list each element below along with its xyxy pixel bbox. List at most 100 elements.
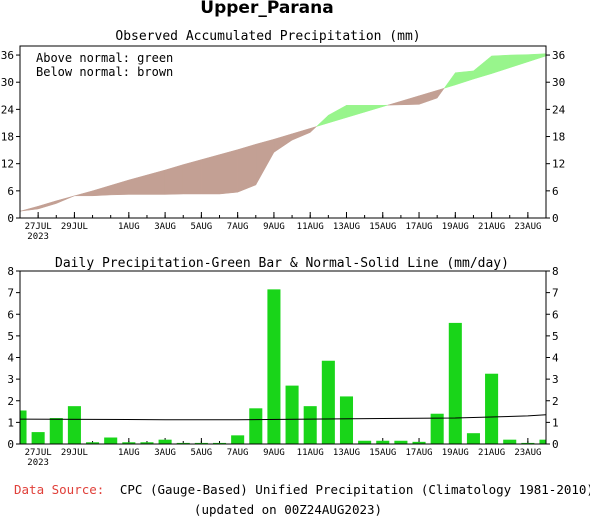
daily-bar (376, 440, 390, 444)
updated-timestamp: (updated on 00Z24AUG2023) (194, 502, 382, 517)
data-source-line: Data Source: CPC (Gauge-Based) Unified P… (14, 482, 590, 497)
legend-above-normal: Above normal: green (36, 51, 173, 65)
accumulated-plot-area: 0 0 6 6 12 12 18 18 24 24 30 30 36 36 27JUL 29JUL 1AUG 3A… (1, 45, 566, 242)
daily-bar (539, 439, 546, 444)
daily-bar (358, 440, 372, 444)
x-tick-label: 27JUL (25, 222, 52, 232)
y-tick-label-left: 2 (7, 395, 14, 408)
x-tick-label: 5AUG (191, 222, 213, 232)
x-year-label: 2023 (27, 232, 49, 242)
plot-frame-top (19, 45, 547, 219)
y-tick-label-left: 24 (1, 103, 15, 116)
y-tick-label-left: 1 (7, 416, 14, 429)
y-tick-label-left: 4 (7, 352, 14, 365)
y-tick-label-right: 6 (552, 185, 559, 198)
x-tick-label: 23AUG (514, 448, 541, 458)
daily-bar (448, 322, 462, 444)
x-tick-label: 1AUG (118, 448, 140, 458)
x-tick-label: 5AUG (191, 448, 213, 458)
y-tick-label-left: 36 (1, 49, 14, 62)
daily-bar (430, 413, 444, 444)
y-tick-label-right: 12 (552, 158, 565, 171)
y-tick-label-right: 18 (552, 131, 565, 144)
y-tick-label-right: 1 (552, 416, 559, 429)
y-tick-label-right: 0 (552, 212, 559, 225)
x-tick-label: 11AUG (297, 448, 324, 458)
above-normal-area (443, 71, 456, 89)
x-tick-label: 9AUG (263, 222, 285, 232)
daily-bar (231, 435, 245, 444)
y-tick-label-right: 30 (552, 76, 565, 89)
y-tick-label-right: 7 (552, 287, 559, 300)
above-normal-area (382, 104, 388, 107)
below-normal-area (56, 195, 75, 204)
below-normal-area (201, 154, 220, 195)
below-normal-area (291, 128, 311, 141)
x-tick-label: 19AUG (442, 222, 469, 232)
region-title: Upper_Parana (200, 0, 333, 18)
below-normal-area (219, 149, 238, 195)
daily-bar (49, 418, 63, 444)
accumulated-chart: Observed Accumulated Precipitation (mm) … (1, 29, 566, 242)
x-tick-label: 19AUG (442, 448, 469, 458)
y-tick-label-right: 4 (552, 352, 559, 365)
y-tick-label-left: 0 (7, 212, 14, 225)
y-tick-label-right: 36 (552, 49, 565, 62)
below-normal-area (273, 133, 293, 153)
below-normal-area (309, 126, 317, 134)
daily-bar (122, 442, 136, 444)
below-normal-area (237, 143, 257, 193)
above-normal-area (455, 70, 474, 86)
above-normal-area (346, 105, 365, 118)
below-normal-area (146, 169, 166, 195)
data-source-label: Data Source: (14, 482, 104, 497)
y-tick-label-right: 5 (552, 330, 559, 343)
x-tick-label: 27JUL (25, 448, 52, 458)
below-normal-area (255, 138, 275, 186)
daily-bar (466, 433, 480, 444)
y-tick-label-right: 6 (552, 308, 559, 321)
y-tick-label-left: 5 (7, 330, 14, 343)
above-normal-area (527, 53, 547, 63)
x-tick-label: 29JUL (61, 222, 88, 232)
daily-bar (503, 439, 517, 444)
daily-bar (394, 440, 408, 444)
daily-bar (521, 442, 535, 444)
daily-bar (176, 442, 190, 444)
x-tick-label: 17AUG (405, 222, 432, 232)
daily-bar (249, 408, 263, 444)
below-normal-area (19, 205, 39, 212)
daily-bar (339, 396, 354, 444)
y-tick-label-right: 24 (552, 103, 566, 116)
daily-bar (485, 373, 499, 444)
y-tick-label-left: 8 (7, 265, 14, 278)
y-tick-label-right: 8 (552, 265, 559, 278)
daily-plot-area: 0 0 1 1 2 2 3 3 4 4 5 5 6 6 7 7 8 8 27JUL 29JUL 1AUG 3AUG 5AUG… (7, 265, 559, 468)
above-normal-area (316, 114, 329, 127)
daily-bar (412, 441, 426, 444)
daily-chart-title: Daily Precipitation-Green Bar & Normal-S… (55, 256, 509, 271)
daily-chart: Daily Precipitation-Green Bar & Normal-S… (7, 256, 559, 468)
x-tick-label: 23AUG (514, 222, 541, 232)
x-tick-label: 17AUG (405, 448, 432, 458)
daily-bar (321, 360, 335, 444)
daily-bar (140, 442, 154, 444)
above-normal-area (328, 104, 347, 124)
x-tick-label: 7AUG (227, 448, 249, 458)
x-tick-label: 15AUG (369, 448, 396, 458)
daily-bar (212, 442, 227, 444)
x-tick-label: 13AUG (333, 222, 360, 232)
below-normal-area (418, 90, 438, 105)
x-tick-label: 13AUG (333, 448, 360, 458)
x-tick-label: 29JUL (61, 448, 88, 458)
x-tick-label: 11AUG (297, 222, 324, 232)
below-normal-area (387, 100, 402, 106)
daily-bar (86, 442, 100, 444)
y-tick-label-left: 6 (7, 185, 14, 198)
plot-frame-top (19, 270, 547, 445)
data-source-text: CPC (Gauge-Based) Unified Precipitation … (120, 482, 590, 497)
accumulated-chart-title: Observed Accumulated Precipitation (mm) (115, 29, 420, 44)
daily-bar (194, 442, 208, 444)
daily-bar (67, 406, 81, 444)
daily-bar (158, 439, 172, 444)
